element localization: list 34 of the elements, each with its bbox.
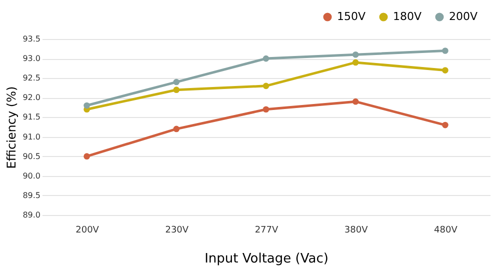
legend-label: 150V — [337, 10, 366, 23]
point — [84, 153, 90, 160]
y-tick-label: 89.5 — [22, 190, 40, 200]
point — [352, 98, 359, 105]
point — [173, 126, 180, 132]
x-axis-title: Input Voltage (Vac) — [204, 252, 328, 266]
legend-label: 200V — [449, 10, 478, 23]
y-tick-label: 92.5 — [22, 74, 40, 83]
x-tick-label: 277V — [254, 226, 280, 236]
y-tick-label: 91.5 — [22, 112, 40, 122]
point — [84, 102, 90, 109]
y-tick-label: 90.5 — [22, 152, 40, 161]
point — [352, 59, 359, 66]
x-tick-label: 480V — [434, 226, 458, 236]
y-axis-title: Efficiency (%) — [4, 86, 19, 169]
x-tick-label: 380V — [344, 226, 369, 236]
point — [173, 86, 180, 93]
point — [262, 55, 270, 62]
point — [442, 67, 448, 74]
point — [262, 106, 270, 113]
legend-label: 180V — [393, 10, 422, 23]
point — [262, 82, 270, 90]
point — [442, 48, 448, 54]
point — [352, 51, 359, 58]
point — [442, 122, 448, 128]
y-tick-label: 93.5 — [22, 34, 40, 44]
y-tick-label: 91.0 — [22, 132, 40, 142]
y-tick-label: 90.0 — [22, 171, 40, 180]
x-tick-label: 230V — [165, 226, 190, 236]
y-tick-label: 89.0 — [22, 210, 40, 220]
y-tick-label: 93.0 — [22, 54, 40, 64]
x-tick-label: 200V — [76, 226, 100, 236]
y-tick-label: 92.0 — [22, 93, 40, 102]
point — [173, 78, 180, 86]
